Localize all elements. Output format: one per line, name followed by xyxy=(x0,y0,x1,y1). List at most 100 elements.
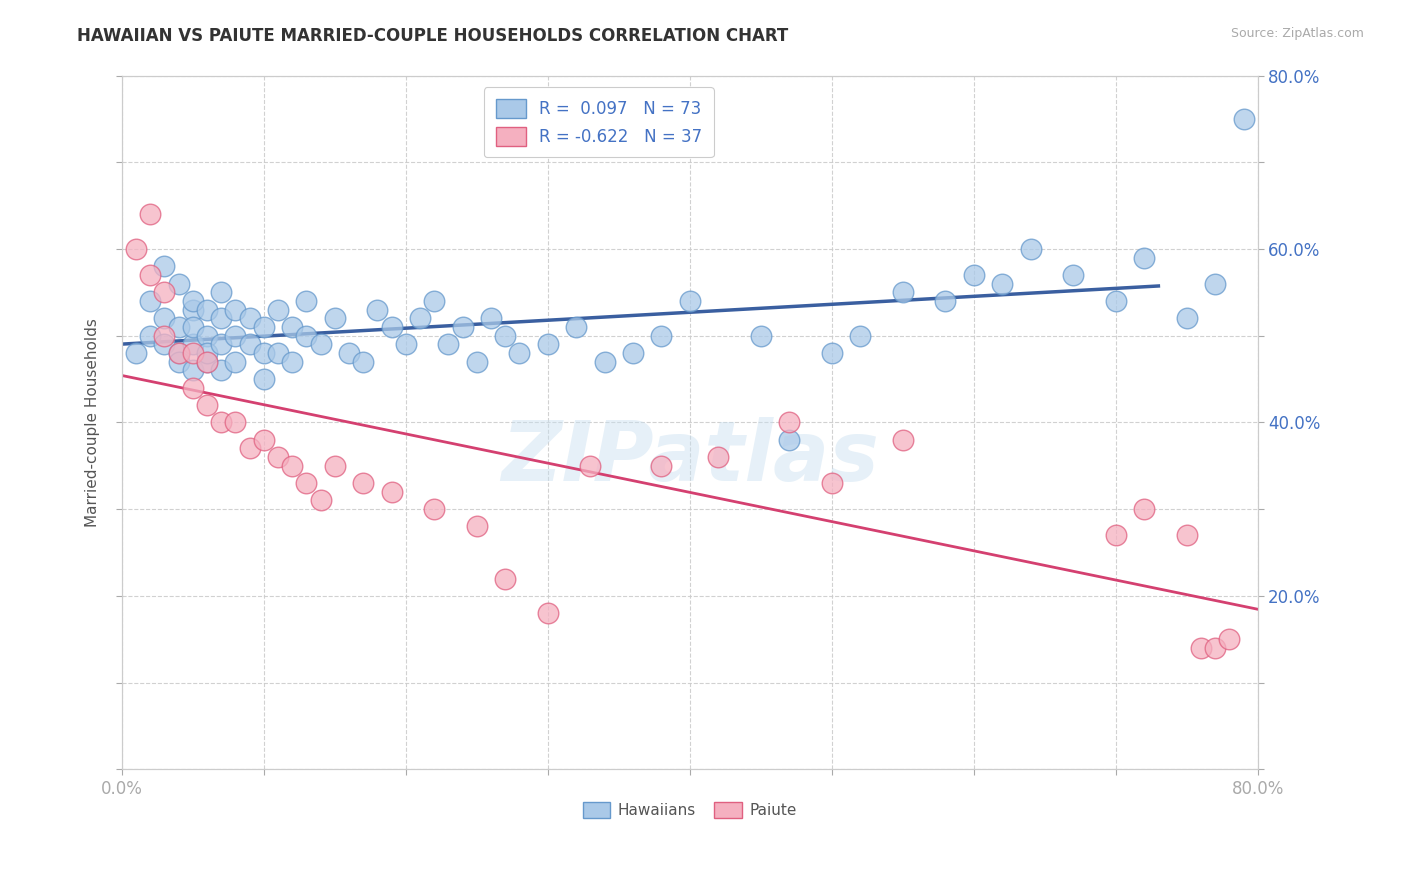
Point xyxy=(209,311,232,326)
Point xyxy=(181,346,204,360)
Point xyxy=(508,346,530,360)
Point xyxy=(934,293,956,308)
Point xyxy=(423,293,446,308)
Point xyxy=(352,354,374,368)
Point xyxy=(1218,632,1240,647)
Point xyxy=(778,433,800,447)
Point xyxy=(593,354,616,368)
Point xyxy=(479,311,502,326)
Point xyxy=(267,450,290,464)
Point xyxy=(366,302,388,317)
Point xyxy=(295,476,318,491)
Point xyxy=(309,337,332,351)
Point xyxy=(437,337,460,351)
Text: ZIPatlas: ZIPatlas xyxy=(501,417,879,498)
Point xyxy=(153,285,176,300)
Point xyxy=(167,346,190,360)
Point xyxy=(537,337,560,351)
Point xyxy=(139,293,162,308)
Point xyxy=(224,354,246,368)
Point xyxy=(167,320,190,334)
Point xyxy=(1133,251,1156,265)
Point xyxy=(153,260,176,274)
Point xyxy=(281,320,304,334)
Point xyxy=(1232,112,1254,126)
Point xyxy=(195,354,218,368)
Point xyxy=(295,293,318,308)
Point xyxy=(239,337,262,351)
Point xyxy=(224,416,246,430)
Point xyxy=(181,337,204,351)
Point xyxy=(537,606,560,620)
Point xyxy=(1133,502,1156,516)
Point xyxy=(167,354,190,368)
Point xyxy=(153,337,176,351)
Y-axis label: Married-couple Households: Married-couple Households xyxy=(86,318,100,527)
Point xyxy=(1175,311,1198,326)
Point xyxy=(1204,640,1226,655)
Point xyxy=(465,354,488,368)
Point xyxy=(139,268,162,282)
Point xyxy=(891,285,914,300)
Point xyxy=(267,346,290,360)
Point xyxy=(224,328,246,343)
Point xyxy=(323,458,346,473)
Point xyxy=(409,311,432,326)
Point xyxy=(209,363,232,377)
Point xyxy=(1175,528,1198,542)
Point xyxy=(281,458,304,473)
Point xyxy=(381,484,404,499)
Point xyxy=(253,372,276,386)
Point xyxy=(679,293,702,308)
Point xyxy=(849,328,872,343)
Point xyxy=(1204,277,1226,291)
Legend: Hawaiians, Paiute: Hawaiians, Paiute xyxy=(576,796,803,824)
Point xyxy=(167,277,190,291)
Point xyxy=(494,328,516,343)
Point xyxy=(209,337,232,351)
Point xyxy=(139,328,162,343)
Point xyxy=(579,458,602,473)
Point xyxy=(821,346,844,360)
Point xyxy=(650,458,672,473)
Point xyxy=(125,242,148,256)
Point xyxy=(621,346,644,360)
Point xyxy=(451,320,474,334)
Point xyxy=(381,320,404,334)
Point xyxy=(309,493,332,508)
Point xyxy=(1105,293,1128,308)
Point xyxy=(181,363,204,377)
Point xyxy=(707,450,730,464)
Point xyxy=(565,320,588,334)
Point xyxy=(195,354,218,368)
Point xyxy=(821,476,844,491)
Point xyxy=(253,346,276,360)
Point xyxy=(253,433,276,447)
Point xyxy=(395,337,418,351)
Point xyxy=(1019,242,1042,256)
Point xyxy=(209,285,232,300)
Point xyxy=(209,416,232,430)
Point xyxy=(891,433,914,447)
Point xyxy=(337,346,360,360)
Point xyxy=(650,328,672,343)
Point xyxy=(167,346,190,360)
Point xyxy=(181,293,204,308)
Point xyxy=(749,328,772,343)
Point xyxy=(139,207,162,221)
Point xyxy=(1062,268,1084,282)
Text: Source: ZipAtlas.com: Source: ZipAtlas.com xyxy=(1230,27,1364,40)
Point xyxy=(423,502,446,516)
Point xyxy=(1189,640,1212,655)
Point xyxy=(195,302,218,317)
Point xyxy=(181,302,204,317)
Point xyxy=(267,302,290,317)
Point xyxy=(239,311,262,326)
Point xyxy=(352,476,374,491)
Point xyxy=(239,442,262,456)
Point xyxy=(153,311,176,326)
Point xyxy=(991,277,1014,291)
Point xyxy=(963,268,986,282)
Point xyxy=(181,381,204,395)
Point xyxy=(1105,528,1128,542)
